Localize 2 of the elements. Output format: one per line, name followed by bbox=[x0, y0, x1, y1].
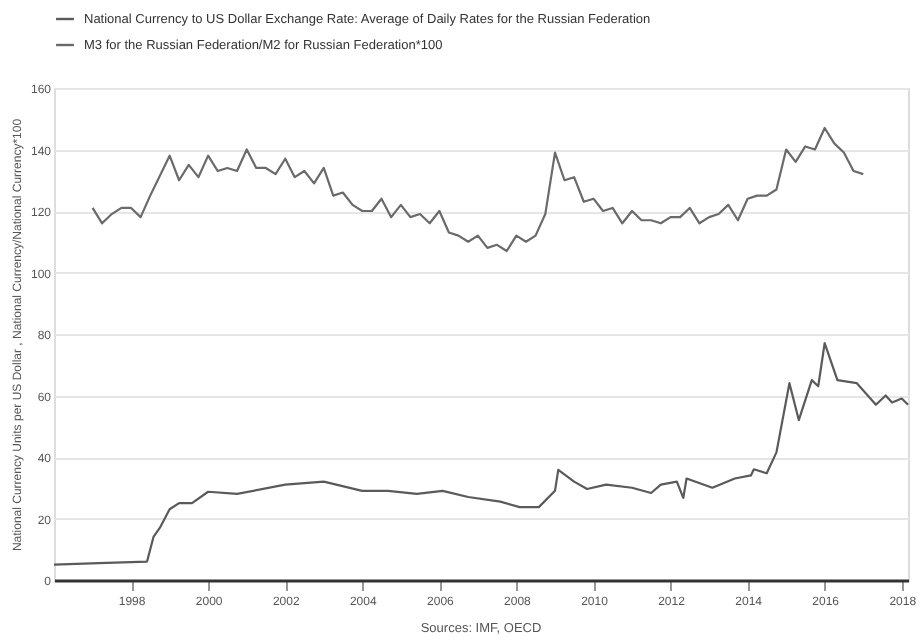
line-series bbox=[91, 126, 865, 253]
line-series bbox=[52, 342, 910, 566]
